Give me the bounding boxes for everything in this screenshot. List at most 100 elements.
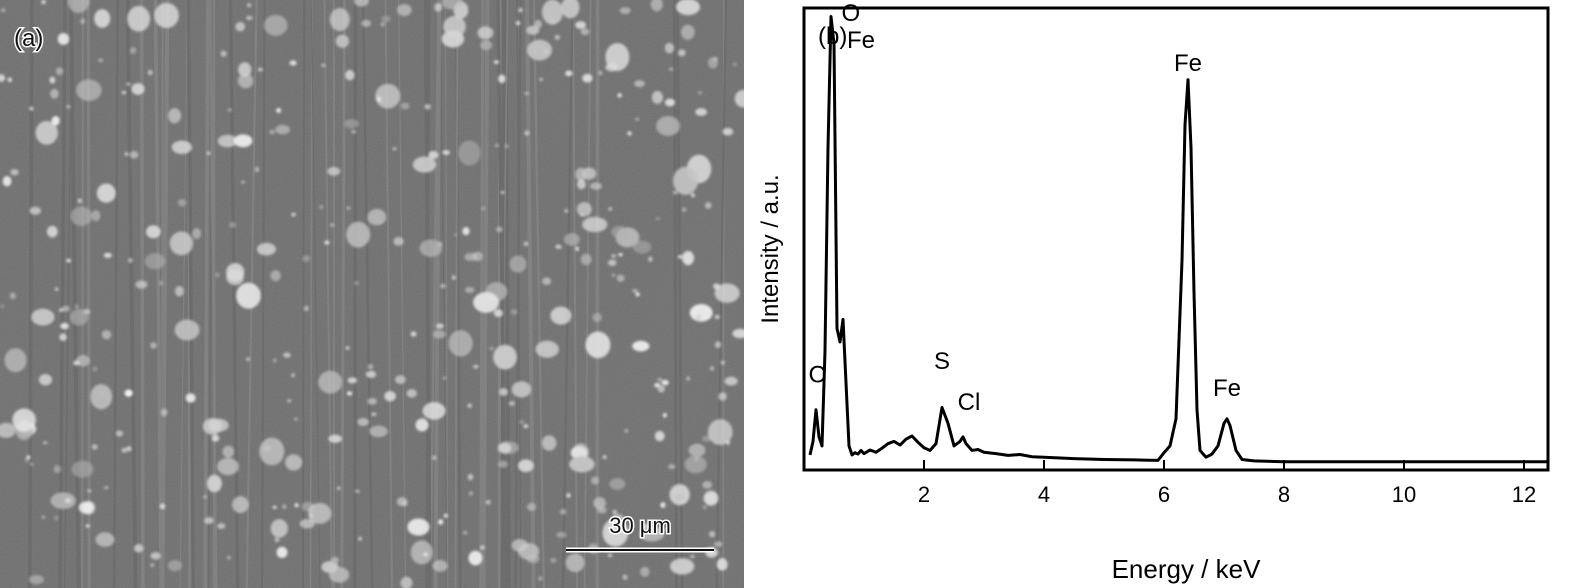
surface-particle	[53, 465, 62, 474]
surface-particle	[423, 552, 428, 557]
surface-particle	[634, 117, 640, 121]
surface-particle	[462, 531, 468, 534]
surface-particle	[4, 348, 27, 373]
surface-particle	[185, 393, 196, 403]
y-axis-label: Intensity / a.u.	[757, 174, 784, 323]
surface-particle	[29, 206, 42, 215]
surface-particle	[215, 272, 220, 278]
surface-particle	[329, 7, 350, 32]
surface-particle	[582, 73, 593, 83]
surface-particle	[672, 190, 678, 195]
surface-particle	[677, 254, 683, 259]
surface-particle	[254, 166, 260, 173]
surface-particle	[206, 474, 222, 493]
surface-particle	[345, 69, 355, 81]
surface-particle	[609, 478, 626, 490]
surface-particle	[192, 228, 202, 240]
surface-particle	[275, 124, 291, 135]
surface-particle	[624, 428, 629, 433]
peak-label-s: S	[934, 348, 950, 375]
surface-particle	[294, 503, 299, 508]
surface-particle	[98, 58, 104, 62]
surface-particle	[668, 67, 674, 71]
panel-label-a: (a)	[14, 25, 43, 52]
surface-particle	[289, 60, 297, 66]
surface-particle	[708, 531, 716, 538]
surface-particle	[616, 274, 625, 282]
surface-particle	[726, 440, 731, 445]
surface-particle	[518, 7, 523, 13]
surface-particle	[412, 156, 437, 173]
surface-particle	[293, 417, 298, 421]
surface-particle	[675, 493, 684, 501]
surface-particle	[73, 360, 80, 366]
surface-particle	[662, 527, 667, 531]
surface-particle	[618, 253, 623, 257]
surface-particle	[676, 0, 701, 16]
surface-particle	[682, 250, 695, 266]
surface-particle	[689, 303, 713, 322]
surface-particle	[602, 455, 607, 459]
surface-particle	[365, 370, 377, 378]
surface-particle	[580, 253, 592, 266]
surface-particle	[147, 69, 153, 76]
surface-particle	[432, 560, 448, 572]
surface-particle	[661, 379, 669, 386]
surface-particle	[654, 430, 665, 442]
surface-particle	[650, 0, 663, 12]
surface-particle	[702, 480, 713, 489]
surface-particle	[204, 517, 214, 524]
surface-particle	[462, 226, 470, 236]
surface-particle	[622, 574, 628, 580]
surface-particle	[57, 33, 70, 45]
surface-particle	[69, 308, 89, 326]
surface-particle	[92, 366, 98, 372]
surface-particle	[257, 67, 263, 72]
surface-particle	[9, 292, 16, 300]
surface-particle	[272, 505, 277, 509]
scale-bar-label: 30 μm	[609, 513, 671, 538]
surface-particle	[167, 108, 182, 124]
surface-particle	[220, 50, 227, 57]
surface-particle	[330, 556, 339, 564]
surface-particle	[612, 509, 617, 515]
surface-particle	[592, 313, 602, 322]
surface-particle	[662, 413, 667, 418]
surface-particle	[353, 0, 369, 7]
surface-particle	[467, 403, 472, 408]
surface-particle	[640, 566, 650, 577]
surface-particle	[10, 168, 19, 176]
surface-particle	[29, 462, 34, 466]
surface-particle	[517, 459, 534, 473]
x-tick-label: 6	[1158, 482, 1170, 507]
surface-particle	[657, 377, 663, 382]
surface-particle	[318, 370, 343, 394]
surface-particle	[443, 15, 466, 38]
surface-particle	[202, 418, 222, 435]
surface-particle	[54, 287, 59, 292]
surface-particle	[115, 430, 124, 437]
x-tick-label: 12	[1512, 482, 1536, 507]
surface-particle	[438, 242, 443, 247]
surface-particle	[598, 70, 603, 76]
surface-particle	[87, 489, 92, 493]
surface-particle	[351, 129, 357, 134]
surface-particle	[660, 502, 666, 508]
surface-particle	[227, 108, 232, 112]
surface-particle	[101, 329, 112, 340]
surface-particle	[526, 39, 553, 61]
surface-particle	[1, 8, 6, 12]
sem-micrograph-panel: 30 μm (a)	[0, 0, 744, 588]
surface-particle	[67, 0, 90, 14]
surface-particle	[565, 70, 573, 77]
surface-particle	[396, 3, 412, 17]
surface-particle	[508, 401, 516, 406]
surface-particle	[167, 560, 183, 572]
surface-particle	[174, 286, 184, 297]
surface-particle	[580, 28, 590, 36]
surface-particle	[274, 537, 280, 543]
surface-particle	[328, 567, 350, 583]
surface-particle	[480, 545, 485, 550]
surface-particle	[672, 166, 699, 195]
surface-particle	[158, 280, 164, 286]
